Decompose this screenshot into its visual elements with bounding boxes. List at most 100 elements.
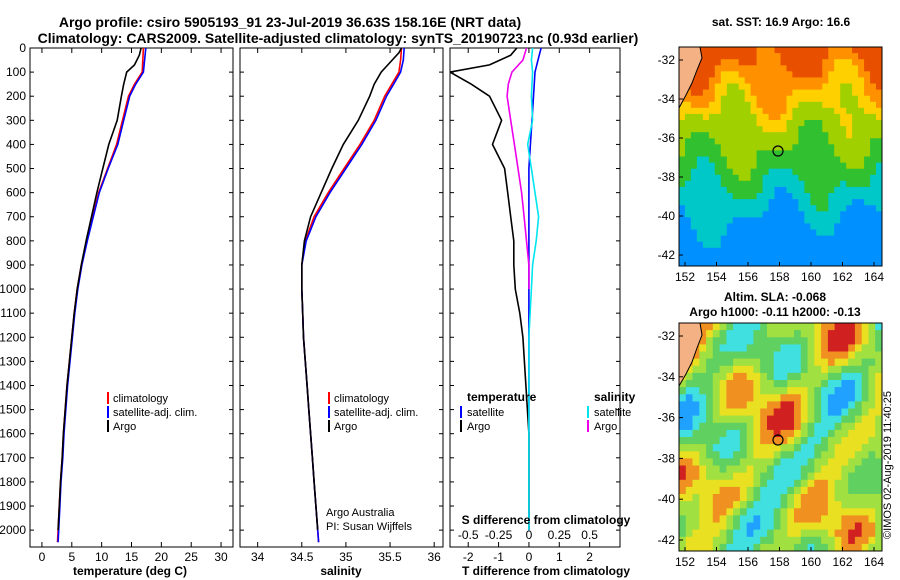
- map-cell: [792, 132, 799, 139]
- map-cell: [861, 358, 870, 367]
- map-cell: [848, 372, 856, 381]
- map-cell: [787, 408, 795, 417]
- map-cell: [756, 77, 764, 85]
- map-cell: [828, 89, 835, 97]
- map-cell: [840, 71, 847, 78]
- map-cell: [794, 401, 802, 410]
- map-cell: [804, 107, 811, 115]
- map-cell: [774, 259, 782, 266]
- map-cell: [852, 101, 859, 109]
- map-cell: [846, 235, 853, 243]
- map-cell: [840, 77, 847, 85]
- map-cell: [702, 83, 710, 91]
- map-cell: [738, 107, 746, 115]
- legend-argo: Argo: [113, 421, 136, 433]
- map-cell: [858, 156, 865, 164]
- map-cell: [852, 168, 859, 176]
- map-cell: [780, 422, 788, 431]
- map-cell: [861, 458, 870, 467]
- map-cell: [870, 247, 877, 255]
- map-cell: [864, 217, 871, 224]
- map-cell: [834, 156, 841, 164]
- map-cell: [780, 162, 788, 170]
- map-cell: [756, 223, 764, 231]
- series-line-s-satellite: [526, 48, 540, 531]
- map-cell: [848, 330, 856, 338]
- map-cell: [841, 444, 849, 452]
- map-cell: [739, 437, 748, 445]
- map-cell: [807, 465, 815, 474]
- map-cell: [841, 408, 849, 417]
- map-cell: [726, 247, 734, 255]
- map-cell: [750, 241, 758, 249]
- map-cell: [753, 394, 761, 402]
- map-cell: [810, 235, 817, 243]
- map-cell: [762, 199, 770, 206]
- map-cell: [768, 126, 776, 133]
- map-cell: [726, 180, 734, 188]
- map-cell: [690, 113, 698, 121]
- map-cell: [786, 107, 794, 115]
- map-cell: [827, 351, 836, 360]
- map-cell: [834, 337, 842, 345]
- map-cell: [679, 259, 686, 266]
- map-cell: [861, 422, 870, 431]
- map-cell: [696, 168, 704, 176]
- map-cell: [746, 337, 755, 345]
- map-cell: [840, 235, 847, 243]
- map-cell: [800, 344, 809, 353]
- map-cell: [786, 235, 794, 243]
- map-cell: [787, 380, 795, 388]
- map-cell: [875, 422, 882, 431]
- map-cell: [876, 138, 882, 145]
- map-cell: [864, 144, 871, 151]
- map-cell: [840, 156, 847, 164]
- map-cell: [696, 247, 704, 255]
- map-cell: [746, 501, 755, 509]
- map-cell: [792, 168, 799, 176]
- map-cell: [696, 259, 704, 266]
- map-cell: [787, 358, 795, 367]
- map-cell: [868, 337, 876, 345]
- map-cell: [827, 380, 836, 388]
- map-cell: [840, 59, 847, 66]
- map-cell: [786, 126, 794, 133]
- map-cell: [768, 180, 776, 188]
- map-cell: [733, 401, 741, 410]
- map-cell: [739, 522, 748, 531]
- map-cell: [821, 444, 829, 452]
- difference-plot-frame: [449, 47, 621, 548]
- map-cell: [732, 162, 740, 170]
- map-cell: [816, 180, 823, 188]
- map-cell: [768, 132, 776, 139]
- map-cell: [696, 162, 704, 170]
- map-cell: [780, 180, 788, 188]
- map-cell: [744, 241, 752, 249]
- map-cell: [767, 522, 775, 531]
- map-cell: [708, 71, 716, 78]
- map-cell: [702, 126, 710, 133]
- map-cell: [738, 83, 746, 91]
- map-lon-label: 164: [864, 555, 884, 569]
- map-cell: [852, 186, 859, 194]
- map-cell: [685, 186, 692, 194]
- map-cell: [726, 241, 734, 249]
- map-cell: [773, 408, 782, 417]
- map-cell: [692, 444, 700, 452]
- map-cell: [798, 193, 805, 200]
- map-cell: [773, 422, 782, 431]
- map-cell: [692, 351, 700, 360]
- map-cell: [870, 156, 877, 164]
- map-cell: [821, 387, 829, 395]
- map-cell: [780, 494, 788, 502]
- map-cell: [858, 223, 865, 231]
- legend-s-argo: Argo: [594, 421, 617, 433]
- map-cell: [706, 429, 714, 438]
- map-cell: [804, 77, 811, 85]
- map-cell: [841, 536, 849, 545]
- map-cell: [768, 247, 776, 255]
- map-cell: [733, 365, 741, 374]
- map-cell: [702, 199, 710, 206]
- map-cell: [708, 174, 716, 182]
- figure-title-line1: Argo profile: csiro 5905193_91 23-Jul-20…: [59, 14, 521, 30]
